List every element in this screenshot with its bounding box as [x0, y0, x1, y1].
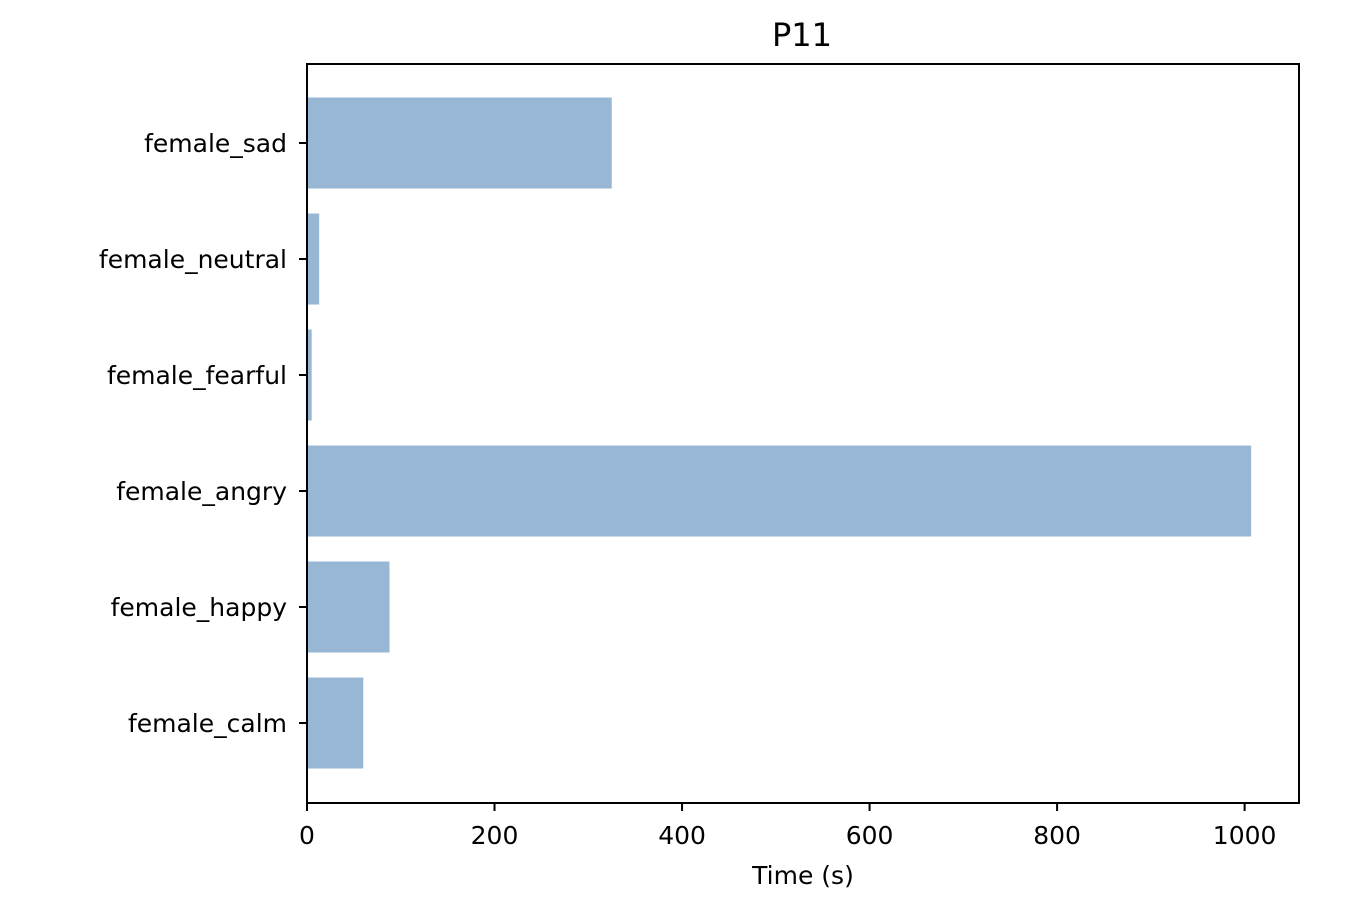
y-tick-label: female_happy: [111, 593, 288, 622]
x-tick-label: 1000: [1213, 821, 1277, 850]
bar-female-neutral: [307, 213, 320, 305]
x-axis-ticks: 0 200 400 600 800 1000: [299, 803, 1276, 850]
plot-frame: [306, 63, 1300, 804]
bar-female-angry: [307, 445, 1252, 537]
x-tick-label: 600: [846, 821, 894, 850]
x-tick-label: 0: [299, 821, 315, 850]
y-axis-ticks: female_calm female_happy female_angry femal…: [99, 129, 307, 738]
y-tick-label: female_fearful: [107, 361, 287, 390]
bar-female-sad: [307, 97, 612, 189]
y-tick-label: female_sad: [144, 129, 287, 158]
x-tick-label: 200: [471, 821, 519, 850]
bar-female-calm: [307, 677, 364, 769]
y-tick-label: female_angry: [116, 477, 287, 506]
x-axis-label: Time (s): [751, 861, 854, 890]
chart-title: P11: [772, 16, 832, 54]
y-tick-label: female_calm: [128, 709, 287, 738]
bars-group: [307, 97, 1252, 769]
y-tick-label: female_neutral: [99, 245, 287, 274]
bar-female-fearful: [307, 329, 312, 421]
bar-female-happy: [307, 561, 390, 653]
x-tick-label: 800: [1033, 821, 1081, 850]
x-tick-label: 400: [658, 821, 706, 850]
